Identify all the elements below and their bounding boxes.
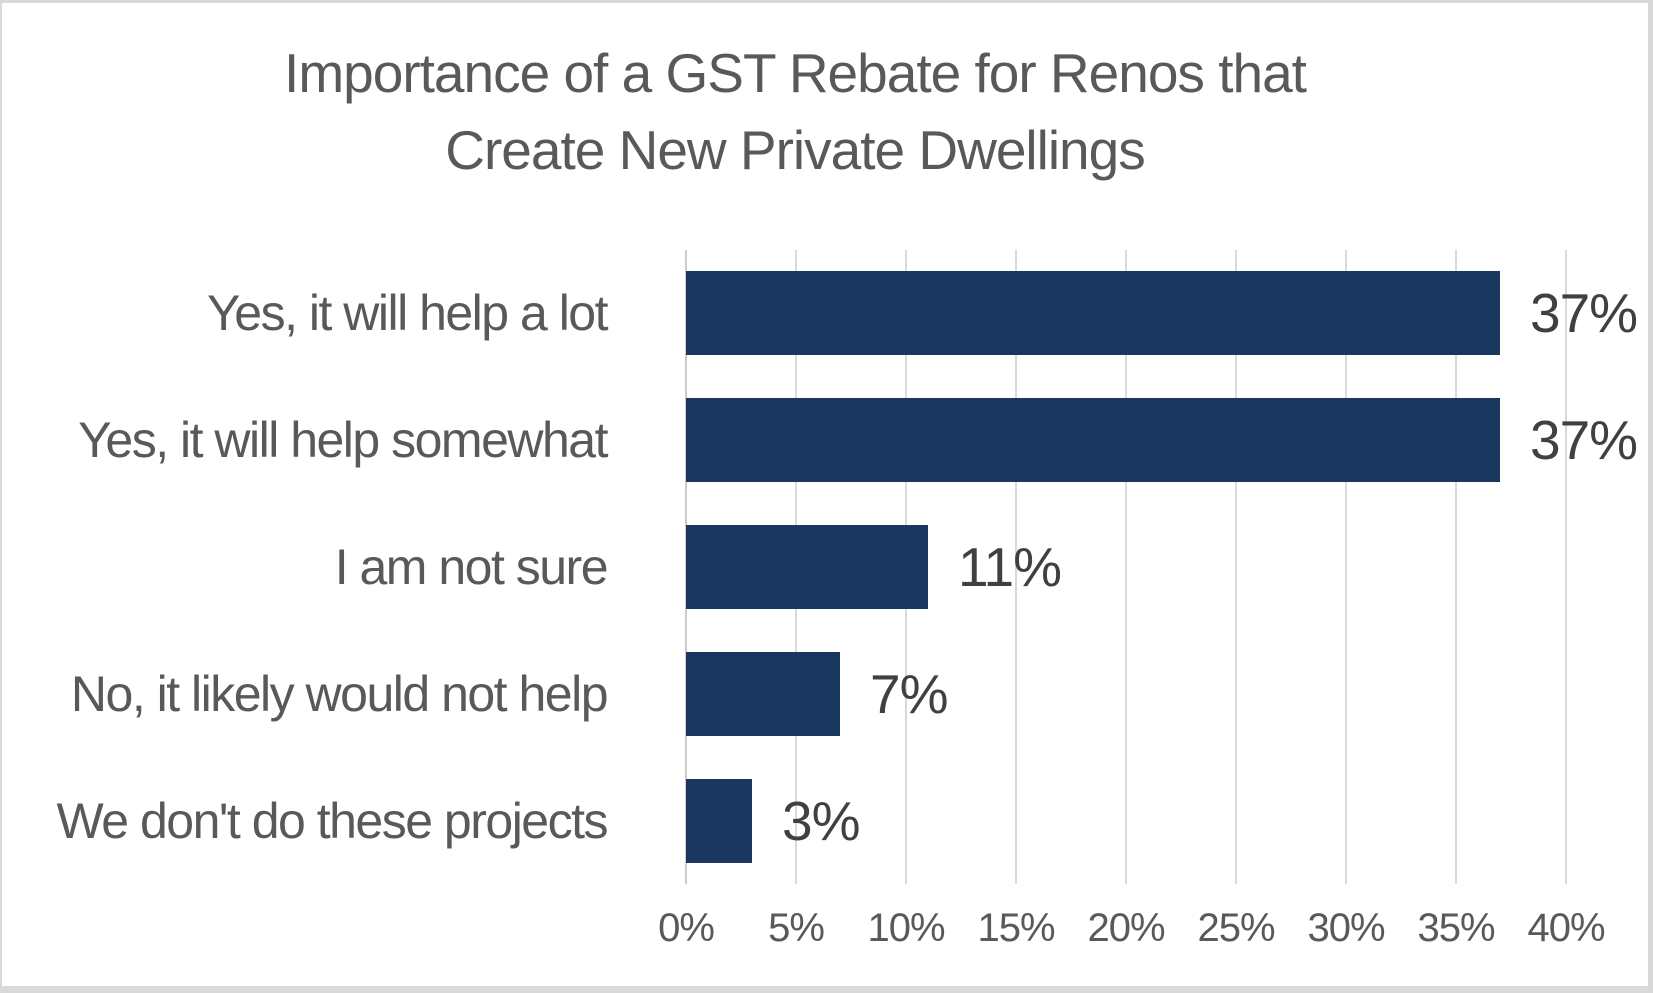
gridline [1455,250,1457,884]
plot-area: 37% 37% 11% 7% 3% [685,250,1638,884]
chart-title: Importance of a GST Rebate for Renos tha… [2,35,1588,189]
bar-row: 37% [686,377,1638,504]
gridline [1345,250,1347,884]
x-tick-label: 15% [977,906,1055,950]
x-tick-label: 10% [867,906,945,950]
bar-value-label: 37% [1530,282,1638,345]
category-label: Yes, it will help somewhat [78,412,608,469]
bar-row: 11% [686,504,1566,631]
x-tick-label: 30% [1307,906,1385,950]
bar [686,524,928,609]
category-label: Yes, it will help a lot [207,285,609,342]
x-tick-label: 5% [768,906,825,950]
bar-row: 37% [686,250,1638,377]
category-label: We don't do these projects [56,792,608,849]
x-tick-label: 40% [1527,906,1605,950]
chart-title-line-1: Importance of a GST Rebate for Renos tha… [284,42,1307,104]
x-tick-label: 25% [1197,906,1275,950]
x-tick-label: 35% [1417,906,1495,950]
bar [686,778,752,863]
bar [686,651,840,736]
bar [686,271,1500,356]
x-tick-label: 20% [1087,906,1165,950]
bar-row: 3% [686,757,1566,884]
gridline [1125,250,1127,884]
bar-value-label: 7% [870,662,948,725]
gridline [1235,250,1237,884]
x-tick-label: 0% [658,906,715,950]
category-label: I am not sure [334,538,609,595]
bar-value-label: 3% [782,789,860,852]
bar-value-label: 37% [1530,409,1638,472]
category-label: No, it likely would not help [70,665,609,722]
chart-title-line-2: Create New Private Dwellings [445,119,1146,181]
gridline [1565,250,1567,884]
gridline [1015,250,1017,884]
bar [686,398,1500,483]
bar-value-label: 11% [958,535,1062,598]
bar-row: 7% [686,630,1566,757]
